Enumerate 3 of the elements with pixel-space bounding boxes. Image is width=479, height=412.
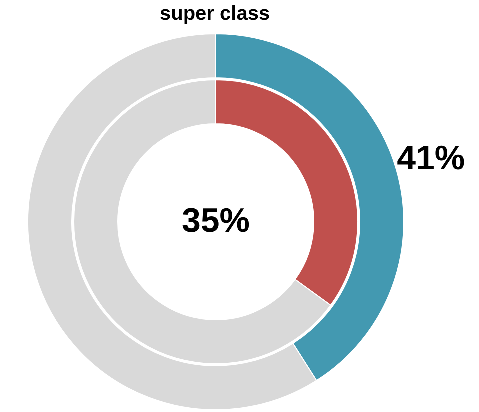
chart-title: super class xyxy=(160,3,270,25)
data-label: 35% xyxy=(182,202,250,240)
data-label: 41% xyxy=(397,140,466,178)
